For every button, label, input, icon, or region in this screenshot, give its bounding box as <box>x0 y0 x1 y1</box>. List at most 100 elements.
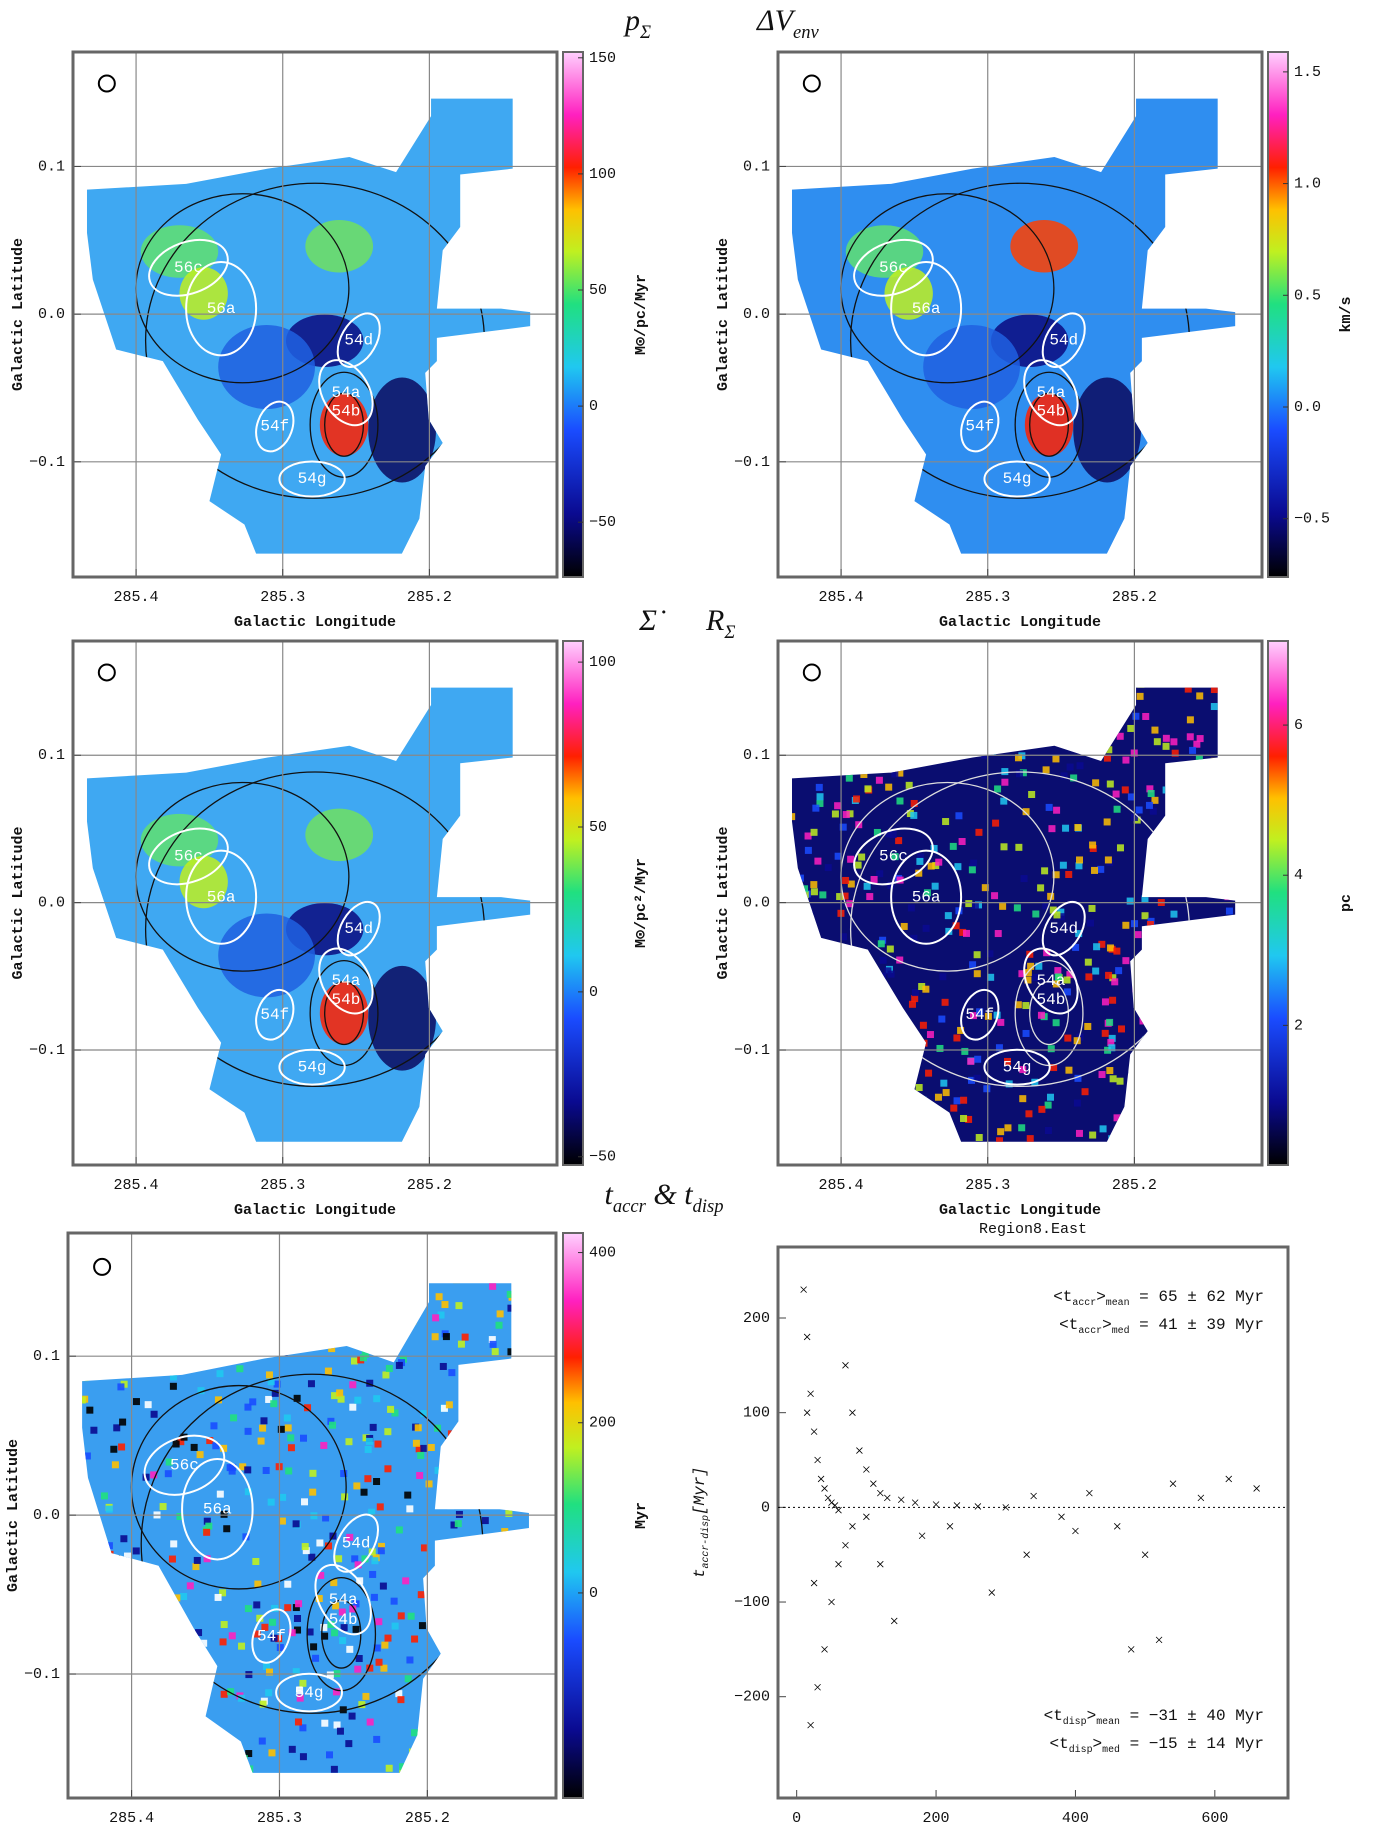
map-pixel <box>1057 913 1065 921</box>
map-pixel <box>214 1593 222 1601</box>
map-pixel <box>898 687 906 688</box>
source-label: 56c <box>170 1456 199 1474</box>
map-pixel <box>88 1579 96 1587</box>
map-pixel <box>468 1368 476 1376</box>
map-pixel <box>435 1293 443 1301</box>
map-pixel <box>90 1608 98 1616</box>
map-pixel <box>1152 987 1160 995</box>
map-pixel <box>1194 820 1202 828</box>
map-pixel <box>469 1618 477 1626</box>
map-pixel <box>1159 825 1167 833</box>
map-pixel <box>415 1269 422 1276</box>
map-pixel <box>1214 1136 1222 1142</box>
map-pixel <box>256 1779 263 1786</box>
map-pixel <box>313 1293 321 1301</box>
map-pixel <box>974 1055 982 1063</box>
map-pixel <box>800 938 808 946</box>
map-pixel <box>1171 841 1179 849</box>
map-pixel <box>804 832 812 840</box>
map-pixel <box>192 1642 200 1650</box>
map-pixel <box>106 1550 114 1558</box>
source-label: 54b <box>1036 991 1065 1009</box>
stat-annotation-part: = −31 ± 40 Myr <box>1120 1707 1264 1725</box>
map-pixel <box>162 1625 170 1633</box>
map-pixel <box>120 1684 128 1692</box>
map-pixel <box>1118 1025 1126 1033</box>
map-pixel <box>456 1577 464 1585</box>
map-pixel <box>1132 985 1140 993</box>
map-pixel <box>831 1071 839 1079</box>
map-pixel <box>910 811 918 819</box>
map-pixel <box>961 1047 969 1055</box>
y-tick-label: 0.1 <box>743 158 770 175</box>
map-pixel <box>489 1283 497 1290</box>
map-pixel <box>253 1601 261 1609</box>
map-pixel <box>150 1766 158 1773</box>
point <box>1155 1636 1163 1644</box>
map-pixel <box>1175 668 1182 675</box>
map-pixel <box>839 668 846 675</box>
map-pixel <box>1219 1018 1227 1026</box>
map-pixel <box>836 893 844 901</box>
map-pixel <box>834 1152 841 1159</box>
map-pixel <box>1108 665 1115 672</box>
map-pixel <box>507 1746 515 1754</box>
map-pixel <box>495 1321 503 1329</box>
map-pixel <box>507 1304 515 1312</box>
map-pixel <box>132 1398 140 1406</box>
map-pixel <box>331 1629 339 1637</box>
map-pixel <box>209 1324 217 1332</box>
source-ellipse <box>853 238 934 297</box>
map-pixel <box>922 924 930 932</box>
map-pixel <box>1086 650 1093 657</box>
point <box>835 1506 842 1514</box>
map-pixel <box>534 1576 541 1583</box>
map-pixel <box>832 766 840 774</box>
map-pixel <box>406 1294 414 1302</box>
map-pixel <box>380 1664 388 1672</box>
colorbar-label: M⊙/pc/Myr <box>633 274 650 355</box>
point <box>856 1447 863 1454</box>
map-pixel <box>306 1628 314 1636</box>
map-pixel <box>1014 1001 1022 1009</box>
map-pixel <box>1037 1011 1045 1019</box>
map-pixel <box>366 1788 373 1795</box>
map-pixel <box>1002 646 1009 653</box>
map-pixel <box>995 1044 1003 1052</box>
map-pixel <box>145 1719 153 1727</box>
map-pixel <box>804 846 812 854</box>
contour <box>1029 980 1070 1046</box>
map-pixel <box>854 1111 862 1119</box>
map-pixel <box>370 1593 378 1601</box>
source-ellipse <box>960 400 1000 453</box>
map-pixel <box>986 950 994 958</box>
x-axis-label: Galactic Longitude <box>939 614 1101 631</box>
map-pixel <box>851 1025 859 1033</box>
map-pixel <box>1014 754 1022 762</box>
map-pixel <box>287 1444 295 1452</box>
map-pixel <box>82 1648 84 1656</box>
map-pixel <box>103 1747 111 1755</box>
map-pixel <box>1105 971 1113 979</box>
map-pixel <box>1236 742 1243 749</box>
map-pixel <box>91 1682 99 1690</box>
map-pixel <box>1201 1072 1209 1080</box>
map-pixel <box>982 745 990 753</box>
map-pixel <box>205 1283 213 1284</box>
map-pixel <box>1234 831 1236 839</box>
map-pixel <box>420 1444 428 1452</box>
map-pixel <box>1059 861 1067 869</box>
map-pixel <box>841 892 849 900</box>
map-pixel <box>135 1293 143 1301</box>
map-pixel <box>293 1239 300 1246</box>
map-pixel <box>1178 827 1186 835</box>
map-pixel <box>200 1349 208 1357</box>
map-pixel <box>73 1555 80 1562</box>
stat-annotation-part: > <box>1093 1735 1103 1753</box>
map-pixel <box>151 1784 158 1791</box>
map-pixel <box>382 1371 390 1379</box>
map-pixel <box>121 1671 129 1679</box>
map-pixel <box>1042 766 1050 774</box>
map-pixel <box>505 1509 513 1517</box>
map-pixel <box>148 1678 156 1686</box>
